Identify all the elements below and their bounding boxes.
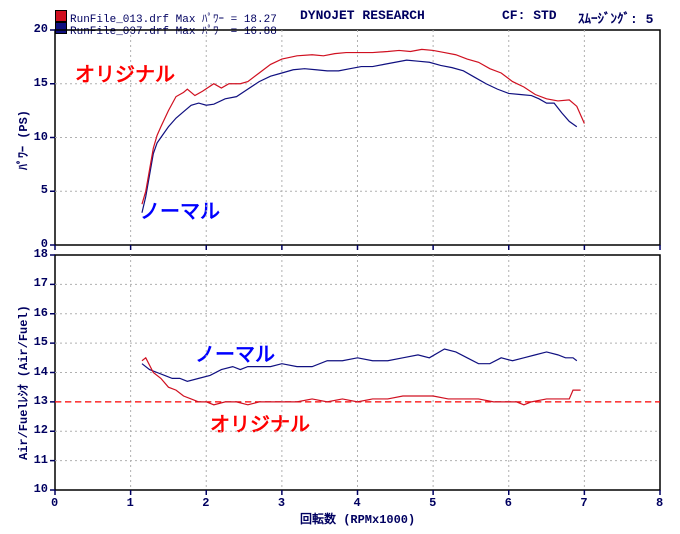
ytick-label: 17 <box>34 276 48 290</box>
ytick-label: 18 <box>34 247 48 261</box>
ytick-label: 20 <box>34 22 48 36</box>
ytick-label: 12 <box>34 423 48 437</box>
chart-svg <box>0 0 680 534</box>
xtick-label: 5 <box>429 496 436 510</box>
xtick-label: 7 <box>580 496 587 510</box>
xtick-label: 4 <box>354 496 361 510</box>
xtick-label: 2 <box>202 496 209 510</box>
ytick-label: 10 <box>34 482 48 496</box>
ytick-label: 15 <box>34 335 48 349</box>
ytick-label: 13 <box>34 394 48 408</box>
xtick-label: 8 <box>656 496 663 510</box>
dyno-chart-container: DYNOJET RESEARCH CF: STD ｽﾑｰｼﾞﾝｸﾞ: 5 Run… <box>0 0 680 534</box>
ytick-label: 15 <box>34 76 48 90</box>
ytick-label: 5 <box>41 183 48 197</box>
ytick-label: 10 <box>34 130 48 144</box>
xtick-label: 6 <box>505 496 512 510</box>
xtick-label: 0 <box>51 496 58 510</box>
ytick-label: 14 <box>34 365 48 379</box>
ytick-label: 11 <box>34 453 48 467</box>
xtick-label: 3 <box>278 496 285 510</box>
ytick-label: 16 <box>34 306 48 320</box>
xtick-label: 1 <box>127 496 134 510</box>
